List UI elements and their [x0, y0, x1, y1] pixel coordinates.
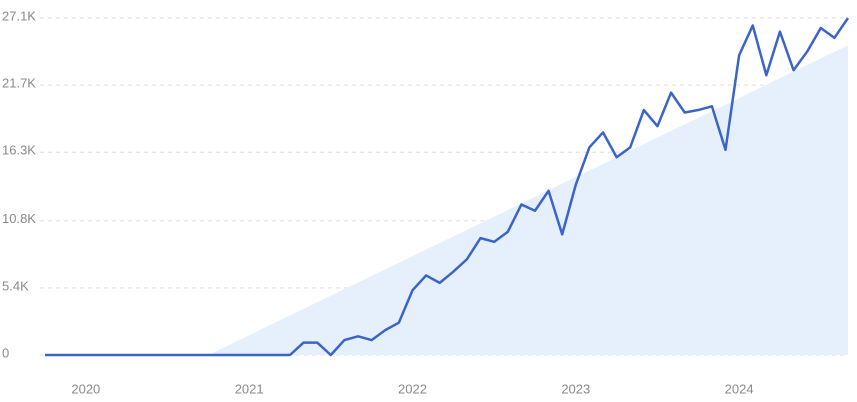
x-tick-label: 2024: [725, 381, 754, 396]
x-tick-label: 2023: [561, 381, 590, 396]
y-tick-label: 16.3K: [2, 143, 36, 158]
x-tick-label: 2020: [71, 381, 100, 396]
y-tick-label: 5.4K: [2, 278, 29, 293]
y-tick-label: 10.8K: [2, 211, 36, 226]
y-tick-label: 21.7K: [2, 76, 36, 91]
line: [45, 17, 850, 357]
trend-area: [208, 45, 849, 355]
y-tick-label: 0: [2, 345, 9, 360]
x-tick-label: 2021: [235, 381, 264, 396]
x-tick-label: 2022: [398, 381, 427, 396]
y-tick-label: 27.1K: [2, 8, 36, 23]
